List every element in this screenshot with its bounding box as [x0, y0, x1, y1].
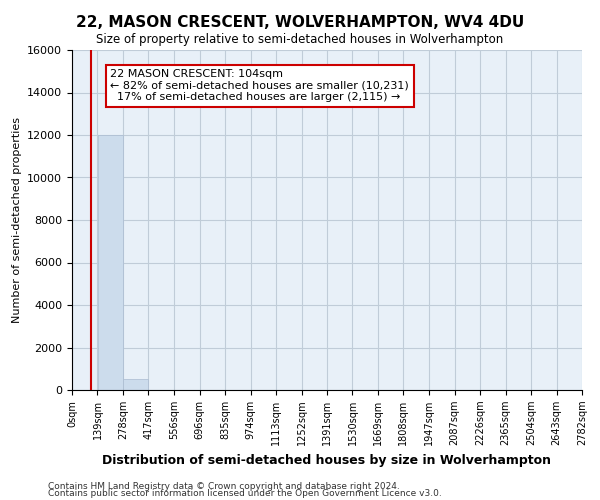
Y-axis label: Number of semi-detached properties: Number of semi-detached properties [11, 117, 22, 323]
Text: Size of property relative to semi-detached houses in Wolverhampton: Size of property relative to semi-detach… [97, 32, 503, 46]
Text: 22 MASON CRESCENT: 104sqm
← 82% of semi-detached houses are smaller (10,231)
  1: 22 MASON CRESCENT: 104sqm ← 82% of semi-… [110, 69, 409, 102]
Text: 22, MASON CRESCENT, WOLVERHAMPTON, WV4 4DU: 22, MASON CRESCENT, WOLVERHAMPTON, WV4 4… [76, 15, 524, 30]
Bar [123, 380, 148, 390]
Text: Contains HM Land Registry data © Crown copyright and database right 2024.: Contains HM Land Registry data © Crown c… [48, 482, 400, 491]
X-axis label: Distribution of semi-detached houses by size in Wolverhampton: Distribution of semi-detached houses by … [103, 454, 551, 466]
Text: Contains public sector information licensed under the Open Government Licence v3: Contains public sector information licen… [48, 489, 442, 498]
Bar [98, 135, 123, 390]
